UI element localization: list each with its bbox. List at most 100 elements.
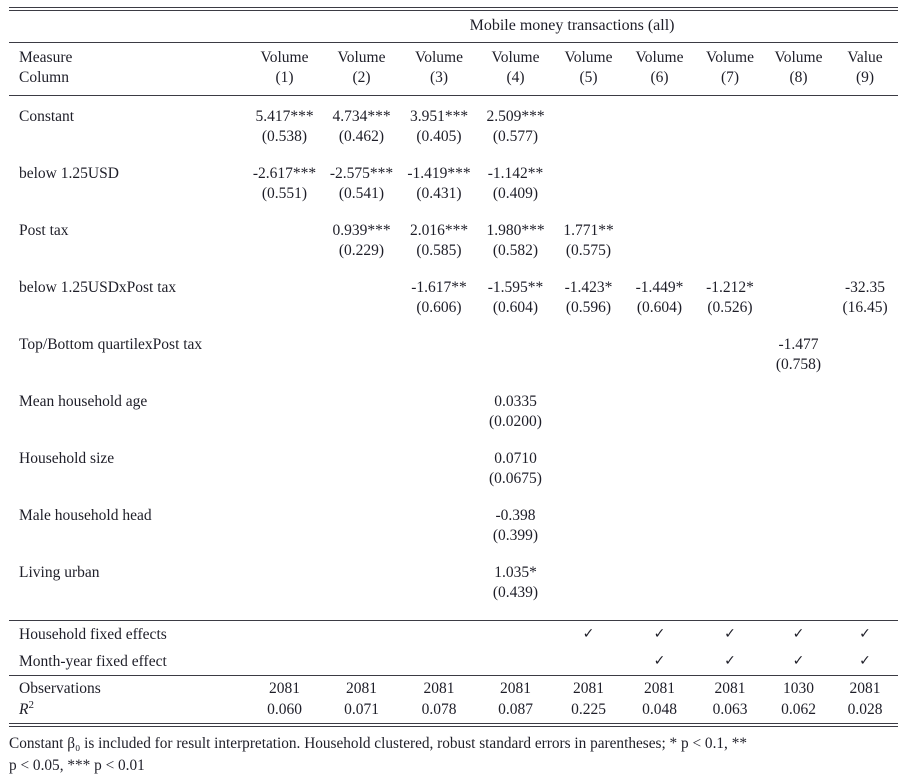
- empty-cell: [695, 583, 765, 621]
- empty-cell: [400, 355, 478, 392]
- empty-cell: [323, 449, 400, 469]
- empty-cell: [400, 449, 478, 469]
- empty-cell: [553, 469, 624, 506]
- empty-cell: [695, 184, 765, 221]
- coef-cell: -1.419***: [407, 165, 471, 182]
- statistic-row: R2 0.060 0.071 0.078 0.087 0.225 0.048 0.063 0.0…: [9, 699, 898, 723]
- se-cell: (0.431): [416, 185, 462, 202]
- coef-cell: -2.617***: [252, 165, 317, 182]
- checkmark-icon: ✓: [624, 620, 695, 648]
- empty-cell: [246, 583, 323, 621]
- coef-cell: 4.734***: [332, 108, 391, 125]
- empty-cell: [323, 506, 400, 526]
- row-label: Male household head: [19, 507, 152, 524]
- se-cell: (16.45): [842, 299, 888, 316]
- se-cell: (0.758): [775, 356, 822, 373]
- spanner-spacer: [9, 11, 246, 43]
- coef-cell: -1.423*: [564, 279, 613, 296]
- empty-cell: [624, 469, 695, 506]
- checkmark-icon: ✓: [695, 620, 765, 648]
- fixed-effects-row: Household fixed effects ✓ ✓ ✓ ✓ ✓: [9, 620, 899, 648]
- empty-cell: [695, 221, 765, 241]
- empty-cell: [246, 412, 323, 449]
- row-label: below 1.25USD: [19, 165, 119, 182]
- empty-cell: [765, 221, 832, 241]
- empty-cell: [765, 583, 832, 621]
- measure-cell: Volume: [337, 49, 386, 66]
- se-cell: (0.405): [416, 128, 462, 145]
- row-label: Mean household age: [19, 393, 148, 410]
- measure-cell: Volume: [706, 49, 754, 66]
- empty-cell: [246, 563, 323, 583]
- checkmark-icon: ✓: [792, 653, 805, 669]
- empty-cell: [323, 469, 400, 506]
- se-cell: (0.439): [492, 584, 539, 601]
- empty-cell: [624, 241, 695, 278]
- empty-cell: [695, 526, 765, 563]
- empty-cell: [695, 107, 765, 127]
- row-label-spacer: [9, 412, 246, 449]
- empty-cell: [246, 506, 323, 526]
- empty-cell: [553, 563, 624, 583]
- column-number-cell: (9): [832, 68, 899, 96]
- empty-cell: [478, 648, 553, 676]
- empty-cell: [765, 526, 832, 563]
- empty-cell: [400, 526, 478, 563]
- empty-cell: [323, 278, 400, 298]
- empty-cell: [323, 620, 400, 648]
- coef-body: Constant 5.417*** 4.734*** 3.951*** 2.509***…: [9, 107, 898, 621]
- empty-cell: [695, 127, 765, 164]
- coef-cell: -0.398: [495, 507, 536, 524]
- stat-cell: 0.063: [712, 701, 748, 718]
- checkmark-icon: ✓: [832, 620, 899, 648]
- checkmark-icon: ✓: [553, 620, 624, 648]
- empty-cell: [323, 526, 400, 563]
- standard-error-row: (0.758): [9, 355, 898, 392]
- empty-cell: [323, 563, 400, 583]
- coefficient-row: Living urban 1.035*: [9, 563, 898, 583]
- footnote-line-2: p < 0.05, *** p < 0.01: [9, 757, 145, 774]
- empty-cell: [695, 392, 765, 412]
- empty-cell: [695, 335, 765, 355]
- row-label: below 1.25USDxPost tax: [19, 279, 177, 296]
- empty-cell: [832, 583, 898, 621]
- empty-cell: [832, 241, 898, 278]
- empty-cell: [832, 392, 898, 412]
- empty-cell: [246, 298, 323, 335]
- coef-cell: 2.016***: [409, 222, 469, 239]
- empty-cell: [624, 583, 695, 621]
- se-cell: (0.575): [565, 242, 612, 259]
- column-number-cell: (4): [478, 68, 553, 96]
- measure-label: Measure: [19, 49, 73, 66]
- spacer-cell: [9, 96, 898, 108]
- coef-cell: 1.035*: [494, 564, 537, 581]
- empty-cell: [553, 648, 624, 676]
- empty-cell: [246, 648, 323, 676]
- coefficient-row: Male household head -0.398: [9, 506, 898, 526]
- empty-cell: [624, 563, 695, 583]
- stat-cell: 0.225: [571, 701, 606, 718]
- empty-cell: [624, 449, 695, 469]
- row-label-spacer: [9, 298, 246, 335]
- stat-cell: 0.078: [421, 701, 457, 718]
- row-label-spacer: [9, 526, 246, 563]
- row-label: Top/Bottom quartilexPost tax: [19, 336, 203, 353]
- stat-cell: 2081: [624, 675, 695, 699]
- empty-cell: [246, 355, 323, 392]
- empty-cell: [246, 392, 323, 412]
- empty-cell: [624, 392, 695, 412]
- empty-cell: [832, 127, 898, 164]
- empty-cell: [624, 107, 695, 127]
- stat-cell: 2081: [323, 675, 400, 699]
- empty-cell: [246, 241, 323, 278]
- empty-cell: [695, 563, 765, 583]
- standard-error-row: (0.551) (0.541) (0.431) (0.409): [9, 184, 898, 221]
- coefficient-row: Constant 5.417*** 4.734*** 3.951*** 2.509***: [9, 107, 898, 127]
- row-label-spacer: [9, 355, 246, 392]
- empty-cell: [246, 221, 323, 241]
- empty-cell: [832, 506, 898, 526]
- checkmark-icon: ✓: [765, 620, 832, 648]
- empty-cell: [400, 563, 478, 583]
- se-cell: (0.577): [492, 128, 539, 145]
- se-cell: (0.582): [492, 242, 539, 259]
